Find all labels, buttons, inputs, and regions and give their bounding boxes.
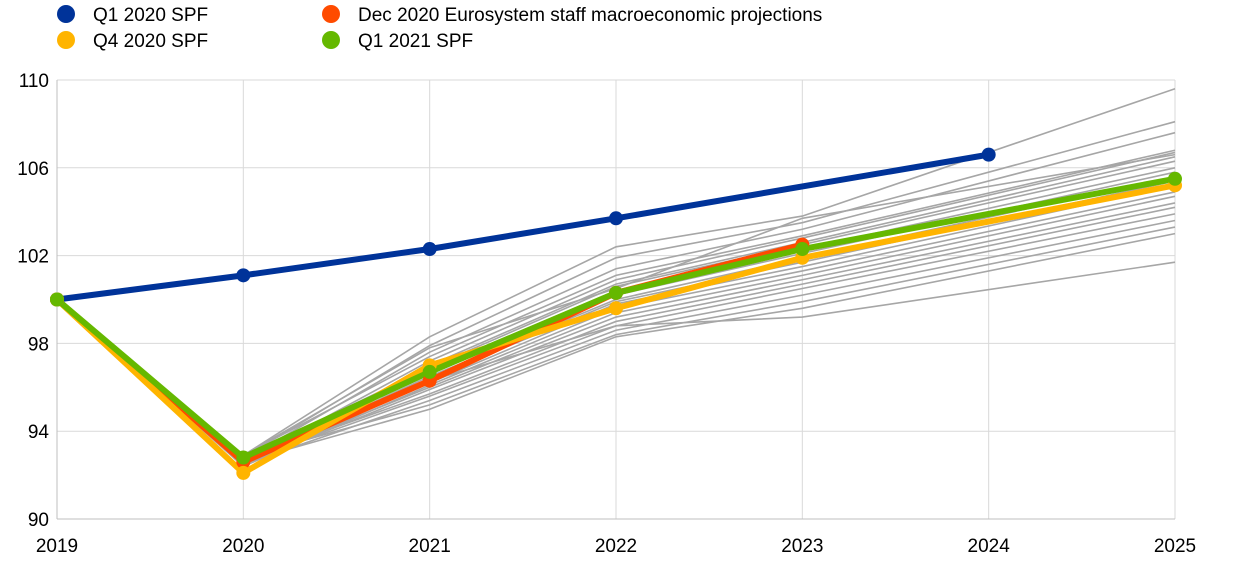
legend-label-q1-2021-spf: Q1 2021 SPF [358, 31, 473, 52]
point-q1-2021-spf-2020 [236, 450, 251, 465]
y-tick-label-102: 102 [17, 247, 49, 268]
legend-label-dec-2020-projections: Dec 2020 Eurosystem staff macroeconomic … [358, 5, 822, 26]
point-q1-2021-spf-2019 [50, 292, 64, 307]
point-q1-2021-spf-2021 [422, 364, 437, 379]
y-tick-label-90: 90 [28, 510, 49, 531]
point-q1-2020-spf-2022 [609, 211, 623, 226]
legend-label-q4-2020-spf: Q4 2020 SPF [93, 31, 208, 52]
legend-marker-q4-2020-spf [57, 31, 75, 49]
series-markers [50, 147, 1182, 480]
x-tick-label-2022: 2022 [595, 536, 637, 557]
point-q1-2020-spf-2024 [981, 147, 996, 162]
series-line-q1-2021-spf [54, 175, 1178, 461]
x-tick-label-2019: 2019 [36, 536, 78, 557]
legend-item-q1-2020-spf: Q1 2020 SPF [57, 5, 208, 26]
x-tick-label-2025: 2025 [1154, 536, 1196, 557]
point-q4-2020-spf-2022 [609, 301, 623, 316]
point-q1-2021-spf-2025 [1168, 171, 1182, 186]
y-tick-label-94: 94 [28, 422, 50, 443]
legend-marker-q1-2020-spf [57, 5, 75, 23]
legend: Q1 2020 SPF Dec 2020 Eurosystem staff ma… [57, 5, 822, 52]
axes: 90 94 98 102 106 110 2019 2020 2021 2022 2023 2024 2… [17, 71, 1196, 557]
legend-marker-q1-2021-spf [322, 31, 340, 49]
series-line-q4-2020-spf [54, 182, 1178, 476]
legend-item-dec-2020-projections: Dec 2020 Eurosystem staff macroeconomic … [322, 5, 822, 26]
y-tick-label-98: 98 [28, 334, 49, 355]
x-tick-label-2023: 2023 [781, 536, 823, 557]
x-tick-label-2020: 2020 [222, 536, 264, 557]
legend-marker-dec-2020-projections [322, 5, 340, 23]
point-q1-2021-spf-2022 [609, 285, 623, 300]
y-tick-label-106: 106 [17, 159, 49, 180]
x-tick-label-2021: 2021 [409, 536, 451, 557]
point-q1-2020-spf-2021 [422, 242, 437, 257]
x-tick-label-2024: 2024 [968, 536, 1011, 557]
point-q4-2020-spf-2020 [236, 465, 251, 480]
legend-label-q1-2020-spf: Q1 2020 SPF [93, 5, 208, 26]
legend-item-q1-2021-spf: Q1 2021 SPF [322, 31, 473, 52]
point-q1-2020-spf-2020 [236, 268, 251, 283]
point-q1-2021-spf-2023 [795, 242, 810, 257]
legend-item-q4-2020-spf: Q4 2020 SPF [57, 31, 208, 52]
y-tick-label-110: 110 [19, 71, 49, 92]
